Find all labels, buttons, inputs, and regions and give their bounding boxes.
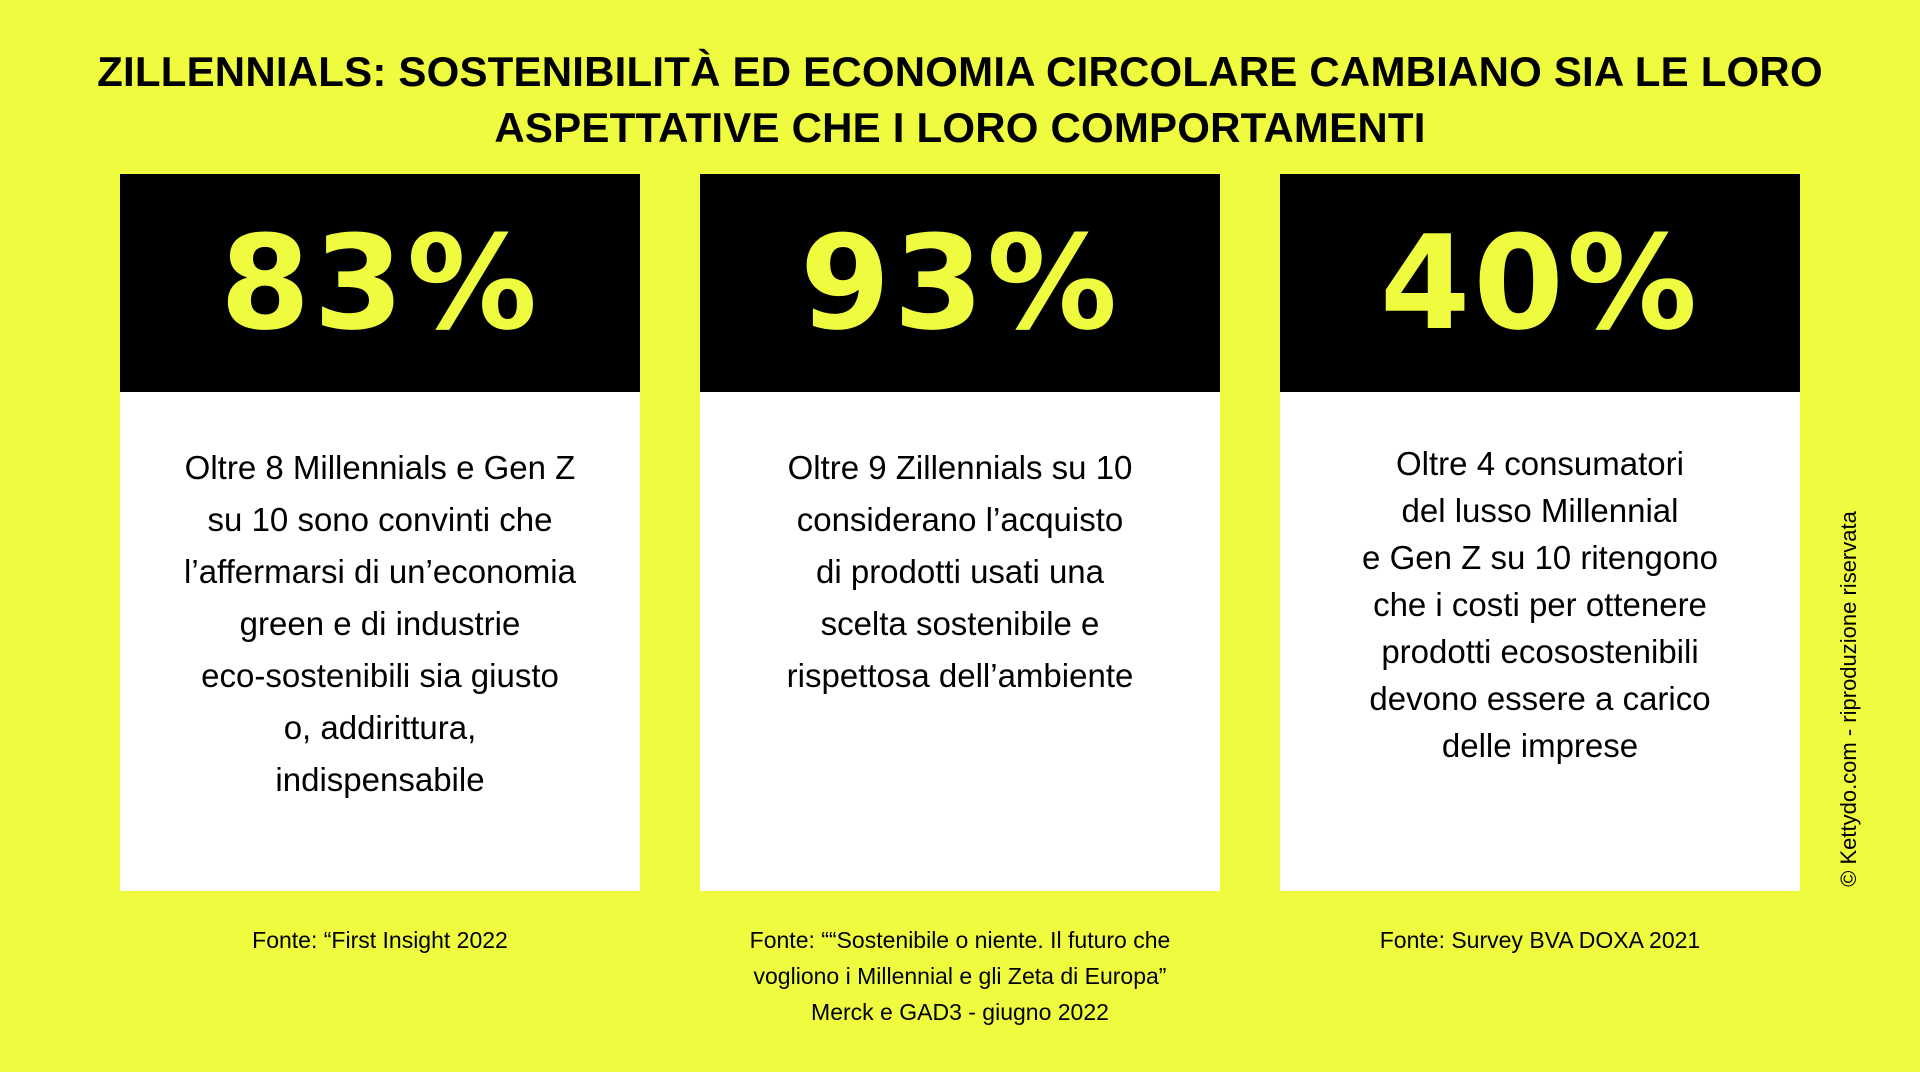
description-line: su 10 sono convinti che xyxy=(207,501,553,538)
source-line: Merck e GAD3 - giugno 2022 xyxy=(811,999,1109,1025)
stat-value: 83% xyxy=(219,207,541,359)
description-line: l’affermarsi di un’economia xyxy=(184,553,576,590)
description-line: Oltre 8 Millennials e Gen Z xyxy=(184,449,576,486)
description-line: o, addirittura, xyxy=(283,709,477,746)
stat-card-header: 93% xyxy=(700,174,1220,392)
source-line: Fonte: “First Insight 2022 xyxy=(252,927,508,953)
description-line: delle imprese xyxy=(1441,727,1639,764)
description-line: eco-sostenibili sia giusto xyxy=(201,657,559,694)
description-line: di prodotti usati una xyxy=(815,553,1105,590)
stat-card-83: 83% Oltre 8 Millennials e Gen Z su 10 so… xyxy=(120,174,640,891)
description-line: rispettosa dell’ambiente xyxy=(786,657,1134,694)
description-line: devono essere a carico xyxy=(1369,680,1711,717)
stat-description: Oltre 8 Millennials e Gen Z su 10 sono c… xyxy=(120,392,640,806)
description-line: del lusso Millennial xyxy=(1401,492,1679,529)
stat-card-header: 40% xyxy=(1280,174,1800,392)
description-line: Oltre 9 Zillennials su 10 xyxy=(787,449,1133,486)
stat-value: 40% xyxy=(1379,207,1701,359)
stat-value: 93% xyxy=(799,207,1121,359)
stat-description: Oltre 9 Zillennials su 10 considerano l’… xyxy=(700,392,1220,702)
stat-card-header: 83% xyxy=(120,174,640,392)
description-line: Oltre 4 consumatori xyxy=(1396,445,1684,482)
description-line: considerano l’acquisto xyxy=(796,501,1124,538)
source-note-3: Fonte: Survey BVA DOXA 2021 xyxy=(1280,922,1800,958)
description-line: prodotti ecosostenibili xyxy=(1381,633,1699,670)
stat-description: Oltre 4 consumatori del lusso Millennial… xyxy=(1280,392,1800,769)
source-note-2: Fonte: ““Sostenibile o niente. Il futuro… xyxy=(700,922,1220,1030)
source-line: Fonte: ““Sostenibile o niente. Il futuro… xyxy=(749,927,1171,953)
description-line: green e di industrie xyxy=(239,605,521,642)
page-title-line-1: ZILLENNIALS: SOSTENIBILITÀ ED ECONOMIA C… xyxy=(97,48,1823,95)
page-title: ZILLENNIALS: SOSTENIBILITÀ ED ECONOMIA C… xyxy=(40,44,1880,156)
copyright-text: © Kettydo.com - riproduzione riservata xyxy=(1836,511,1861,887)
stat-card-40: 40% Oltre 4 consumatori del lusso Millen… xyxy=(1280,174,1800,891)
stat-card-93: 93% Oltre 9 Zillennials su 10 consideran… xyxy=(700,174,1220,891)
source-line: vogliono i Millennial e gli Zeta di Euro… xyxy=(753,963,1167,989)
source-note-1: Fonte: “First Insight 2022 xyxy=(120,922,640,958)
source-line: Fonte: Survey BVA DOXA 2021 xyxy=(1379,927,1701,953)
description-line: indispensabile xyxy=(275,761,485,798)
page-title-line-2: ASPETTATIVE CHE I LORO COMPORTAMENTI xyxy=(494,104,1426,151)
description-line: che i costi per ottenere xyxy=(1373,586,1707,623)
description-line: scelta sostenibile e xyxy=(820,605,1100,642)
description-line: e Gen Z su 10 ritengono xyxy=(1362,539,1718,576)
